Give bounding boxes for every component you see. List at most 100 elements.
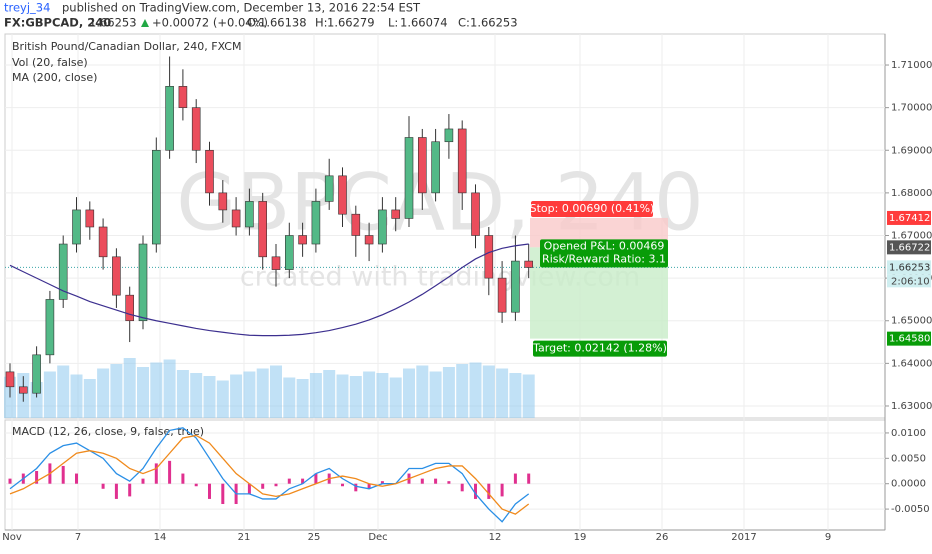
candle-body (391, 209, 401, 219)
x-tick-label: 7 (75, 532, 81, 543)
candle-body (165, 86, 174, 151)
histogram-bar (75, 473, 78, 484)
ohlc-label: L: (388, 16, 398, 30)
macd-title: MACD (12, 26, close, 9, false, true) (12, 425, 204, 438)
histogram-bar (168, 460, 172, 484)
ohlc-value: 1.66074 (400, 16, 448, 30)
volume-bar (522, 374, 535, 418)
candle-body (311, 201, 321, 245)
histogram-bar (354, 483, 358, 492)
x-tick-label: Nov (2, 532, 22, 543)
volume-bar (216, 380, 229, 418)
volume-bar (389, 377, 402, 418)
histogram-bar (500, 483, 504, 497)
price-tag (887, 240, 931, 255)
y-tick-label: 1.67000 (891, 231, 932, 242)
volume-legend: Vol (20, false) (12, 56, 88, 69)
histogram-bar (114, 483, 118, 499)
countdown-box (887, 274, 931, 288)
volume-bar (416, 365, 429, 418)
candle-body (404, 137, 414, 219)
volume-bar (349, 376, 362, 418)
x-tick-label: 12 (489, 532, 502, 543)
candle-body (471, 192, 480, 236)
histogram-bar (447, 481, 451, 484)
ratio-label: Risk/Reward Ratio: 3.1 (542, 252, 666, 265)
stop-label: Stop: 0.00690 (0.41%) (530, 202, 655, 215)
histogram-bar (314, 473, 318, 484)
histogram-bar (380, 481, 384, 484)
price-tag-label: 1.67412 (889, 213, 930, 224)
ohlc-label: C: (458, 16, 470, 30)
target-label: Target: 0.02142 (1.28%) (532, 342, 667, 355)
x-tick-label: 9 (825, 532, 831, 543)
volume-bar (43, 371, 56, 418)
volume-bar (97, 368, 110, 418)
volume-bar (456, 364, 469, 418)
published: published on TradingView.com, December 1… (62, 1, 421, 15)
histogram-bar (274, 483, 278, 487)
x-tick-label: 21 (238, 532, 251, 543)
volume-bar (509, 373, 522, 418)
volume-bar (376, 373, 389, 418)
histogram-bar (194, 483, 198, 487)
y-tick-label: 1.69000 (891, 145, 932, 156)
histogram-bar (154, 463, 158, 484)
volume-bar (163, 359, 176, 418)
y-tick-label: 1.68000 (891, 188, 932, 199)
candle-body (284, 235, 294, 270)
candle-body (58, 243, 68, 300)
ma-legend: MA (200, close) (12, 71, 97, 84)
volume-bar (150, 362, 163, 418)
author[interactable]: treyj_34 (4, 1, 50, 15)
volume-bar (70, 374, 83, 418)
histogram-bar (35, 471, 39, 484)
volume-bar (482, 365, 495, 418)
candle-body (524, 260, 534, 268)
candle-body (431, 141, 440, 194)
candle-body (5, 371, 15, 388)
histogram-bar (367, 483, 371, 489)
x-tick-label: 2017 (731, 532, 756, 543)
candle-body (218, 192, 228, 211)
candle-body (378, 209, 387, 245)
candle-body (298, 235, 307, 245)
candle-body (271, 256, 281, 270)
histogram-bar (61, 465, 65, 484)
volume-bar (110, 364, 123, 418)
candle-body (45, 299, 55, 356)
y-tick-label: 1.70000 (891, 103, 932, 114)
histogram-bar (261, 483, 265, 489)
histogram-bar (341, 483, 344, 487)
histogram-bar (247, 483, 251, 494)
y-tick-label: 0.0100 (891, 428, 926, 439)
y-tick-label: 1.64000 (891, 358, 932, 369)
volume-bar (256, 368, 269, 418)
candle-body (18, 386, 28, 394)
ohlc-value: 1.66279 (327, 16, 375, 30)
last-price: 1.66253 (89, 16, 137, 30)
volume-bar (283, 377, 296, 418)
pnl-box (540, 239, 668, 268)
volume-bar (496, 368, 509, 418)
candle-body (258, 201, 268, 258)
y-tick-label: 1.63000 (891, 401, 932, 412)
histogram-bar (8, 478, 12, 484)
volume-bar (190, 373, 203, 418)
y-tick-label: 0.0000 (891, 479, 926, 490)
histogram-bar (527, 473, 531, 484)
ohlc-value: 1.66138 (259, 16, 307, 30)
volume-bar (137, 367, 149, 418)
candle-body (205, 149, 214, 194)
histogram-bar (287, 478, 291, 484)
macd-line (9, 434, 530, 515)
candle-body (417, 137, 427, 194)
y-tick-label: 1.65000 (891, 316, 932, 327)
histogram-bar (460, 483, 464, 492)
x-tick-label: 26 (656, 532, 669, 543)
candle-body (497, 277, 507, 313)
histogram-bar (420, 478, 424, 484)
price-tag (887, 260, 931, 275)
target-label-box (533, 340, 667, 357)
